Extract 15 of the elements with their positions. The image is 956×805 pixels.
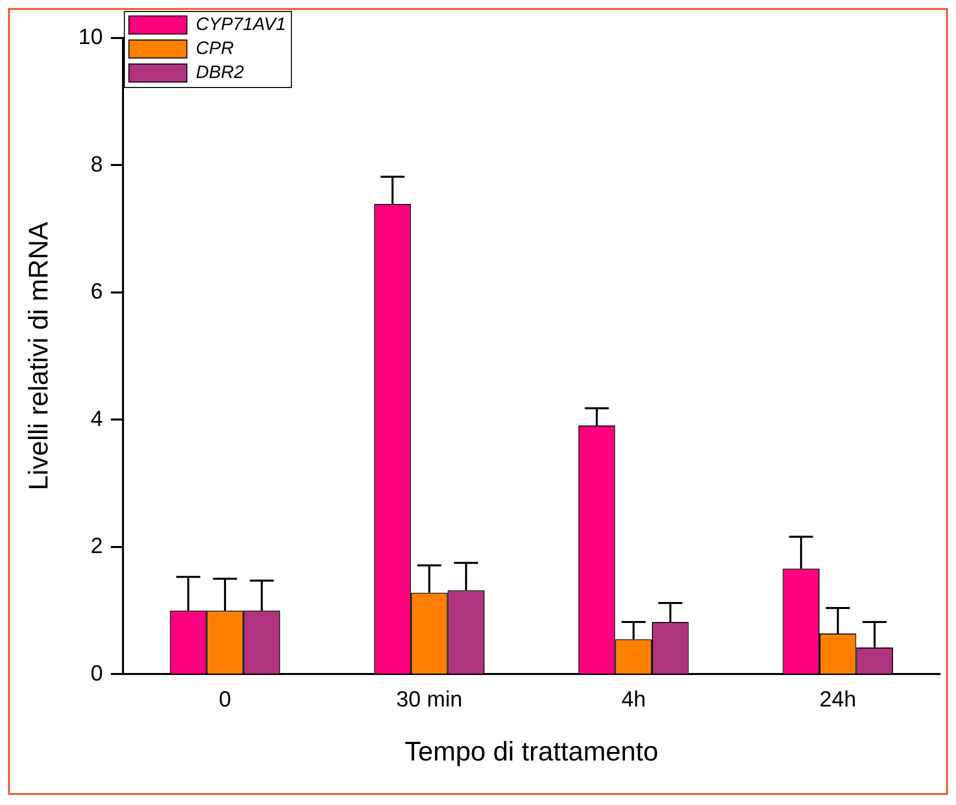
x-tick-label: 24h [820, 686, 856, 712]
y-tick-label: 10 [78, 24, 103, 50]
x-tick-label: 4h [621, 686, 646, 712]
y-tick-label: 8 [90, 151, 103, 176]
x-tick-label: 0 [218, 686, 232, 712]
y-tick-label: 2 [90, 533, 103, 558]
legend-label: CPR [196, 38, 234, 58]
y-tick-label: 4 [90, 406, 103, 431]
x-axis-title: Tempo di trattamento [404, 736, 658, 766]
y-axis-title: Livelli relativi di mRNA [24, 222, 54, 490]
legend-label: DBR2 [196, 62, 244, 82]
x-tick-label: 30 min [396, 686, 462, 712]
legend-label: CYP71AV1 [196, 14, 286, 34]
y-tick-label: 6 [90, 278, 103, 304]
y-tick-label: 0 [90, 660, 103, 686]
